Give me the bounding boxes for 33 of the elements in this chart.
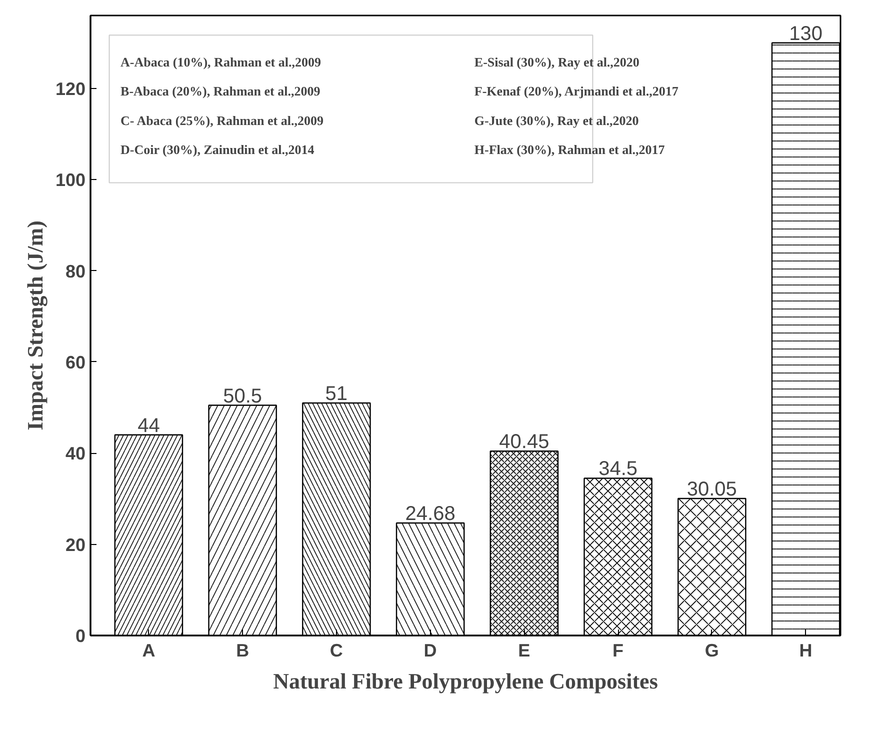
y-tick-label: 80 (65, 261, 86, 282)
x-tick-label: G (704, 640, 719, 660)
x-tick-label: E (518, 640, 530, 660)
data-label: 24.68 (405, 502, 456, 525)
annotation: C- Abaca (25%), Rahman et al.,2009 (120, 112, 324, 128)
x-tick-label: B (236, 640, 250, 660)
y-tick-label: 120 (55, 78, 86, 99)
y-tick-label: 20 (65, 534, 86, 555)
y-tick-label: 0 (75, 626, 86, 646)
y-axis-title: Impact Strength (J/m) (22, 220, 48, 430)
y-tick-label: 60 (65, 352, 86, 372)
annotation: F-Kenaf (20%), Arjmandi et al.,2017 (474, 84, 679, 99)
data-label: 51 (325, 383, 348, 405)
data-label: 34.5 (598, 458, 638, 480)
data-label: 50.5 (223, 385, 262, 408)
data-label: 30.05 (686, 478, 737, 501)
x-tick-label: D (424, 640, 437, 660)
x-tick-label: H (799, 640, 812, 660)
annotation: B-Abaca (20%), Rahman et al.,2009 (120, 84, 321, 99)
annotation: D-Coir (30%), Zainudin et al.,2014 (120, 142, 315, 158)
data-label: 44 (138, 414, 160, 437)
x-tick-label: F (612, 640, 624, 660)
annotation: G-Jute (30%), Ray et al.,2020 (474, 112, 639, 128)
annotation: E-Sisal (30%), Ray et al.,2020 (474, 54, 640, 70)
data-label: 130 (789, 22, 822, 45)
x-tick-label: C (330, 640, 343, 660)
y-tick-label: 40 (65, 444, 86, 464)
y-tick-label: 100 (55, 170, 86, 190)
annotation: A-Abaca (10%), Rahman et al.,2009 (120, 54, 322, 70)
annotation: H-Flax (30%), Rahman et al.,2017 (474, 142, 666, 158)
x-axis-title: Natural Fibre Polypropylene Composites (273, 668, 658, 694)
data-label: 40.45 (499, 431, 550, 454)
x-tick-label: A (142, 640, 156, 660)
